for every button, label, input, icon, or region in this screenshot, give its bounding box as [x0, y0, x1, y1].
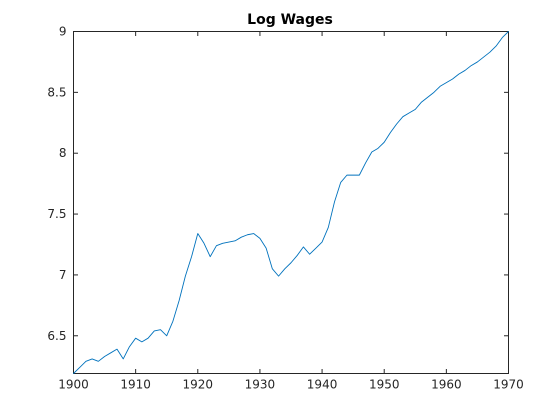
- x-tick-label: 1950: [369, 378, 400, 392]
- x-tick-label: 1920: [183, 378, 214, 392]
- x-tick-label: 1970: [493, 378, 524, 392]
- plot-area: [73, 31, 509, 374]
- y-tick-label: 6.5: [47, 329, 66, 343]
- series-line: [73, 31, 509, 374]
- series-group: [73, 31, 509, 374]
- x-tick-label: 1940: [307, 378, 338, 392]
- x-axis: 1900 1910 1920 1930 1940 1950 1960 1970: [58, 31, 524, 392]
- y-axis: 6.5 7 7.5 8 8.5 9: [47, 25, 509, 343]
- y-tick-label: 8.5: [47, 85, 66, 99]
- chart-title: Log Wages: [247, 12, 333, 28]
- x-tick-label: 1930: [245, 378, 276, 392]
- x-tick-label: 1960: [431, 378, 462, 392]
- x-tick-label: 1910: [120, 378, 151, 392]
- y-tick-label: 7: [59, 268, 67, 282]
- y-tick-label: 9: [59, 25, 67, 39]
- x-tick-label: 1900: [58, 378, 89, 392]
- y-tick-label: 8: [59, 146, 67, 160]
- y-tick-label: 7.5: [47, 207, 66, 221]
